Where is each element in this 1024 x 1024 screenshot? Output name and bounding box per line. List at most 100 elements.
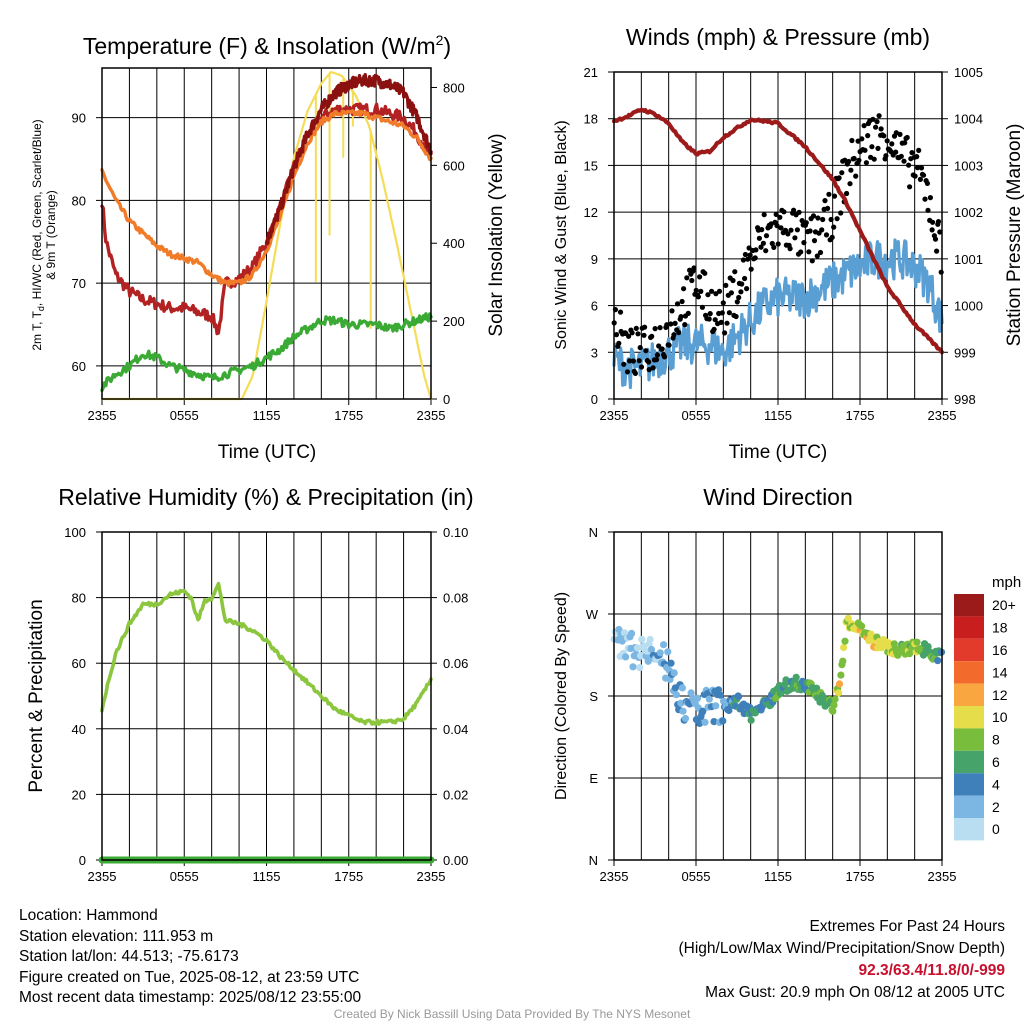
gust-point [773,211,779,217]
wind-ytick-label: 9 [591,252,598,267]
wind-direction-point [714,686,723,694]
gust-point [914,154,920,160]
gust-point [920,172,927,178]
legend-swatch [954,795,984,818]
gust-point [838,210,844,216]
wind-direction-point [687,689,695,697]
gust-point [937,229,943,235]
dir-ytick-label: N [589,853,598,868]
gust-point [698,288,704,294]
gust-point [649,333,655,339]
wind-direction-point [622,653,630,661]
gust-point [646,367,652,373]
gust-point [699,304,706,310]
legend-label: 0 [992,821,1000,837]
legend-label: 16 [992,642,1008,658]
temp-ytick-label: 60 [72,359,86,374]
gust-point [844,190,850,197]
dir-xtick-label: 1755 [846,869,875,884]
gust-point [758,244,764,250]
gust-point [771,244,777,250]
gust-point [761,212,767,218]
gust-point [632,370,639,376]
wind-direction-point [694,694,702,702]
legend-swatch [954,750,984,774]
gust-point [659,346,665,352]
wind-direction-point [633,644,642,652]
wind-direction-point [835,689,843,697]
figure-created: Figure created on Tue, 2025-08-12, at 23… [19,968,360,986]
wind-ytick-label: 6 [591,299,598,314]
gust-point [652,326,658,332]
gust-point [846,158,852,165]
gust-point [829,234,835,240]
gust-point [681,286,687,292]
wind-direction-point [719,717,727,725]
wind-direction-point [638,635,646,643]
wind-direction-point [835,680,844,688]
rh-y2tick-label: 0.00 [443,853,468,868]
wind-direction-point [699,707,707,715]
gust-point [930,219,936,225]
gust-point [742,251,749,258]
gust-point [810,213,817,219]
gust-point [685,310,691,316]
wind-direction-point [640,642,648,650]
gust-point [836,175,842,181]
rh-y2tick-label: 0.02 [443,787,468,802]
gust-point [906,162,912,168]
wind-y2tick-label: 1003 [954,158,983,173]
gust-point [728,290,735,296]
rh-ytick-label: 60 [72,656,86,671]
gust-point [904,134,910,141]
gust-point [853,173,859,179]
extremes-info: Extremes For Past 24 Hours (High/Low/Max… [679,916,1006,1004]
station-pressure-line [611,107,945,355]
wind-direction-point [636,664,644,672]
wind-direction-point [716,691,725,699]
gust-point [666,342,672,348]
gust-point [851,155,857,162]
temp-ytick-label: 90 [72,111,86,126]
temperature-2m-line [100,102,433,336]
gust-point [702,270,708,276]
gust-point [642,324,648,330]
temp-ytick-label: 80 [72,193,86,208]
wind-ytick-label: 21 [584,65,598,80]
gust-point [792,235,798,241]
rh-y2tick-label: 0.10 [443,525,468,540]
gust-point [756,235,763,241]
gust-point [873,124,879,130]
wind-direction-point [735,693,743,701]
wind-direction-point [679,707,687,715]
gust-point [801,240,807,246]
temp-xtick-label: 2355 [88,408,117,423]
gust-point [775,241,781,247]
gust-point [629,330,635,336]
wind-direction-point [672,691,680,699]
gust-point [733,313,739,320]
max-gust: Max Gust: 20.9 mph On 08/12 at 2005 UTC [705,984,1005,1001]
gust-point [922,196,928,202]
gust-point [636,358,642,364]
wind-y2tick-label: 1004 [954,112,983,127]
legend-label: 2 [992,799,1000,815]
gust-point [794,227,801,233]
gust-point [859,136,865,142]
gust-point [787,246,793,252]
gust-point [785,231,791,237]
gust-point [848,167,854,173]
wind-x-axis-label: Time (UTC) [729,442,828,463]
legend-label: 10 [992,709,1008,725]
wind-direction-point [858,622,866,630]
rh-xtick-label: 2355 [88,869,117,884]
temp-y-axis-label: 2m T, Td, HI/WC (Red, Green, Scarlet/Blu… [30,119,46,350]
wind-direction-point [670,669,678,677]
wind-direction-point [705,695,713,703]
wind-plot-frame [613,71,943,400]
gust-point [798,249,804,255]
gust-point [819,227,825,233]
gust-point [862,147,868,153]
legend-label: 20+ [992,597,1016,613]
dir-xtick-label: 2355 [928,869,957,884]
